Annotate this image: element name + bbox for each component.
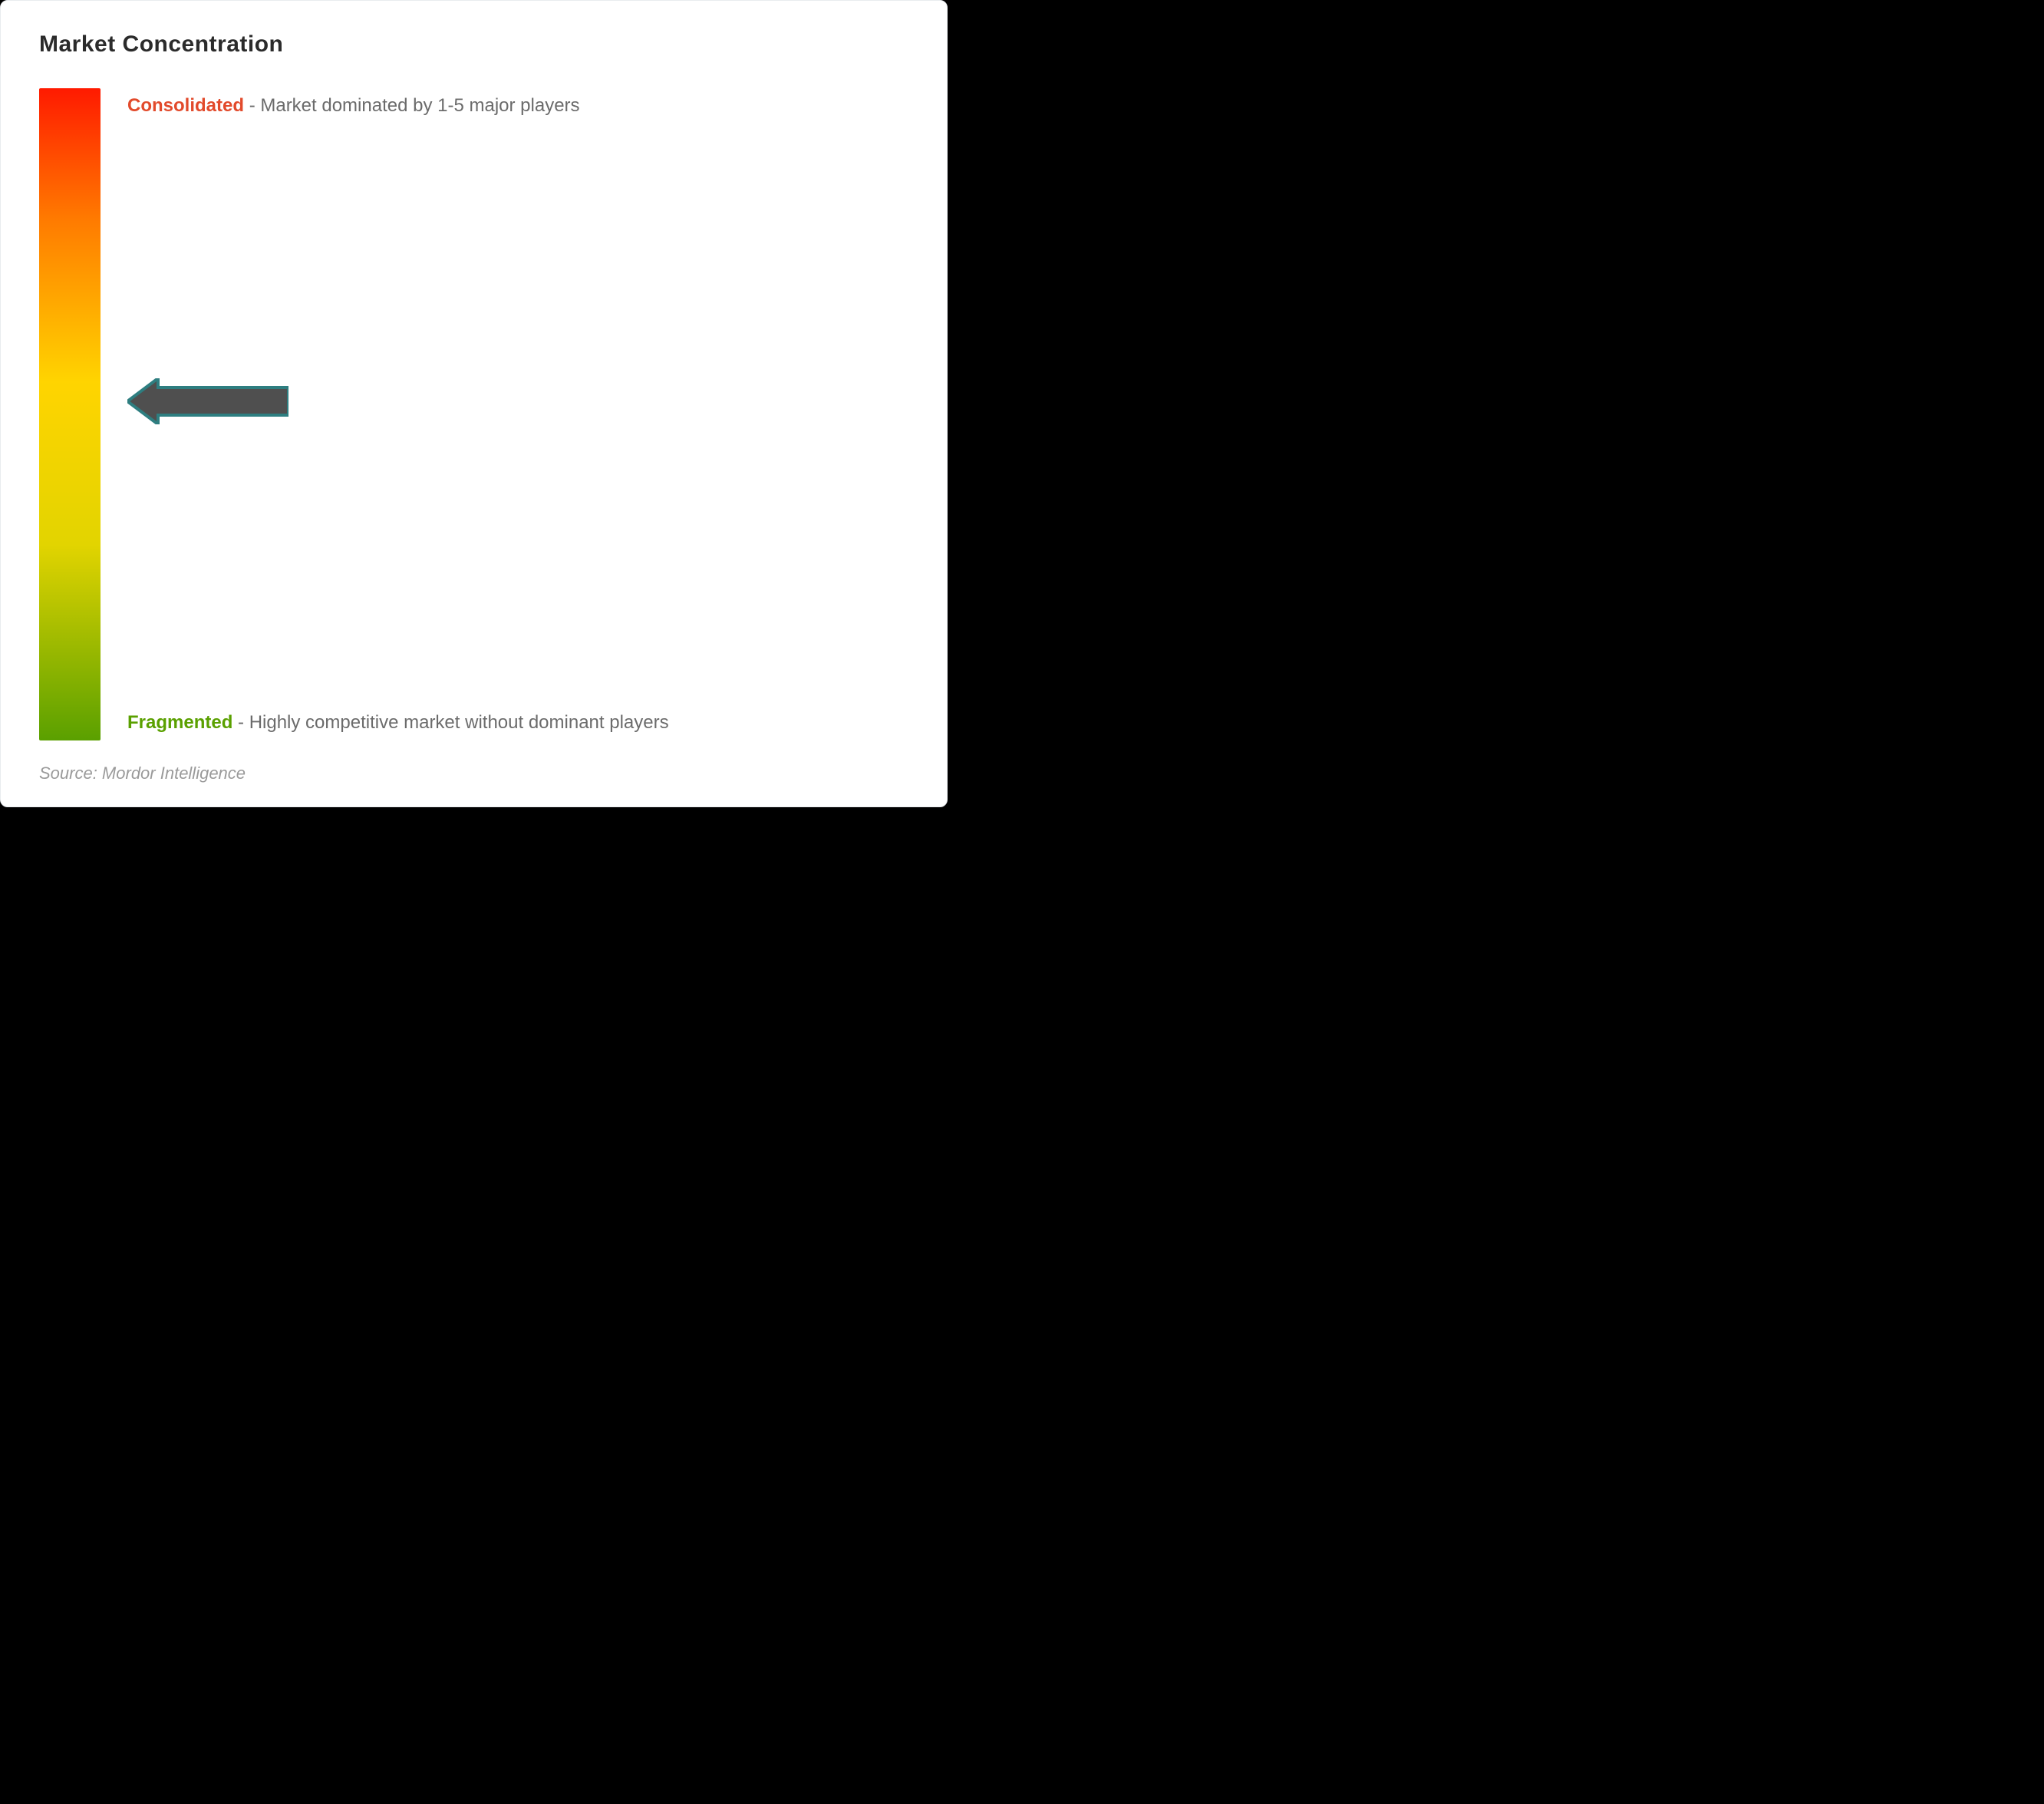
concentration-scale	[39, 88, 101, 740]
fragmented-label: Fragmented - Highly competitive market w…	[127, 705, 830, 740]
card-title: Market Concentration	[39, 31, 908, 58]
card-body: Consolidated - Market dominated by 1-5 m…	[39, 88, 908, 740]
market-concentration-card: Market Concentration Consolidated - Mark…	[0, 0, 948, 807]
fragmented-desc: - Highly competitive market without domi…	[238, 712, 669, 733]
indicator-arrow-icon	[127, 378, 288, 424]
fragmented-key: Fragmented	[127, 712, 232, 733]
consolidated-desc: - Market dominated by 1-5 major players	[249, 95, 580, 116]
consolidated-label: Consolidated - Market dominated by 1-5 m…	[127, 88, 908, 124]
indicator-arrow-wrap	[127, 378, 288, 424]
consolidated-key: Consolidated	[127, 95, 244, 116]
scale-wrap	[39, 88, 101, 740]
labels-column: Consolidated - Market dominated by 1-5 m…	[127, 88, 908, 740]
source-attribution: Source: Mordor Intelligence	[39, 763, 908, 783]
